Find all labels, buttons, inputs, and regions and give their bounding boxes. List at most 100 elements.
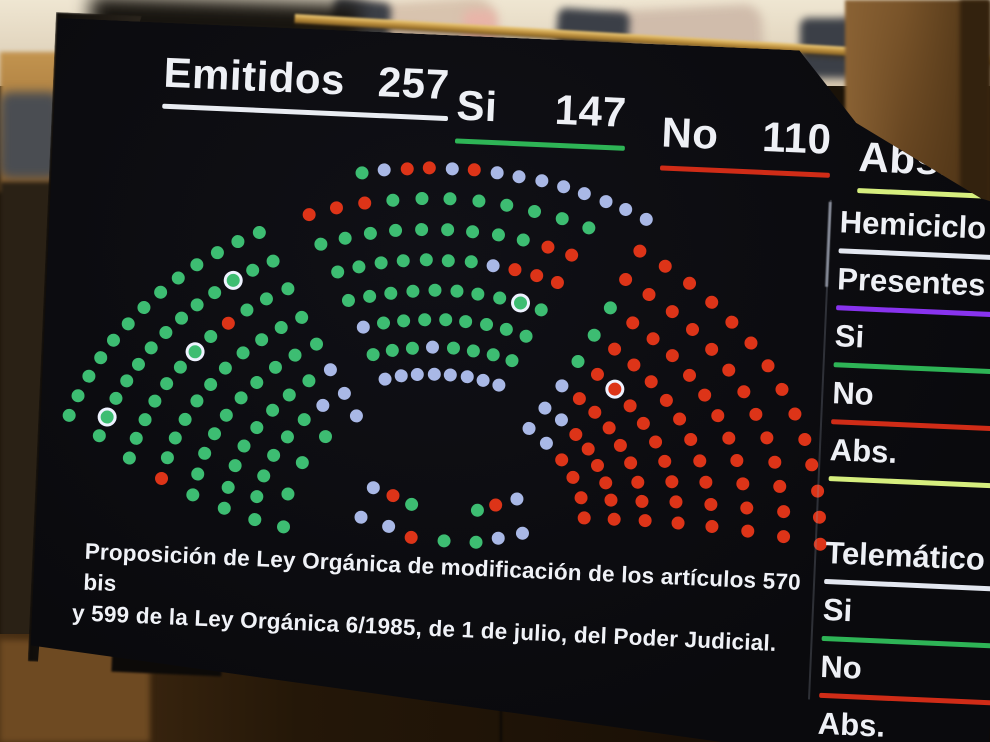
seat-dot bbox=[798, 432, 812, 446]
seat-dot bbox=[626, 316, 640, 330]
seat-dot bbox=[788, 407, 802, 421]
seat-dot bbox=[220, 409, 234, 423]
seat-dot bbox=[466, 225, 480, 239]
sidebar-row-si: Si1 bbox=[833, 316, 990, 382]
seat-dot bbox=[440, 223, 454, 237]
seat-dot bbox=[236, 346, 250, 360]
seat-dot bbox=[427, 367, 441, 381]
seat-dot bbox=[514, 297, 528, 311]
seat-dot bbox=[491, 228, 505, 242]
seat-dot bbox=[669, 495, 683, 509]
seat-dot bbox=[154, 286, 168, 300]
seat-dot bbox=[698, 388, 712, 402]
seat-dot bbox=[354, 510, 368, 524]
seat-dot bbox=[684, 433, 698, 447]
seat-dot bbox=[274, 321, 288, 335]
seat-dot bbox=[265, 403, 279, 417]
seat-dot bbox=[805, 458, 819, 472]
seat-dot bbox=[638, 514, 652, 528]
seat-dot bbox=[582, 221, 596, 235]
seat-dot bbox=[551, 276, 565, 290]
seat-dot bbox=[480, 318, 494, 332]
sidebar-title-telemático: Telemático bbox=[824, 533, 990, 599]
seat-dot bbox=[693, 454, 707, 468]
seat-dot bbox=[444, 368, 458, 382]
seat-dot bbox=[159, 326, 173, 340]
seat-dot bbox=[339, 231, 353, 245]
seat-dot bbox=[505, 354, 519, 368]
seat-dot bbox=[219, 361, 233, 375]
seat-dot bbox=[419, 253, 433, 267]
seat-dot bbox=[330, 201, 344, 215]
seat-dot bbox=[599, 476, 613, 490]
seat-dot bbox=[555, 212, 569, 226]
seat-dot bbox=[686, 323, 700, 337]
seat-dot bbox=[386, 193, 400, 207]
seat-dot bbox=[761, 359, 775, 373]
seat-dot bbox=[705, 520, 719, 534]
seat-dot bbox=[268, 361, 282, 375]
seat-dot bbox=[515, 526, 529, 540]
seat-dot bbox=[523, 422, 537, 436]
seat-dot bbox=[208, 285, 222, 299]
seat-dot bbox=[493, 291, 507, 305]
seat-dot bbox=[280, 430, 294, 444]
seat-dot bbox=[297, 413, 311, 427]
seat-dot bbox=[378, 372, 392, 386]
seat-dot bbox=[574, 491, 588, 505]
seat-dot bbox=[566, 471, 580, 485]
seat-dot bbox=[730, 454, 744, 468]
seat-dot bbox=[488, 498, 502, 512]
seat-dot bbox=[486, 259, 500, 273]
seat-dot bbox=[464, 255, 478, 269]
seat-dot bbox=[700, 476, 714, 490]
seat-dot bbox=[400, 162, 414, 176]
seat-dot bbox=[123, 451, 137, 465]
seat-dot bbox=[132, 358, 146, 372]
seat-dot bbox=[160, 451, 174, 465]
seat-dot bbox=[190, 394, 204, 408]
seat-dot bbox=[145, 341, 159, 355]
seat-dot bbox=[190, 258, 204, 272]
sidebar-title-hemiciclo: Hemiciclo bbox=[838, 202, 990, 268]
seat-dot bbox=[603, 301, 617, 315]
seat-dot bbox=[208, 427, 222, 441]
seat-dot bbox=[381, 519, 395, 533]
results-sidebar: HemicicloPresentes2Si1No1Abs.TelemáticoS… bbox=[816, 202, 990, 742]
seat-dot bbox=[138, 413, 152, 427]
seat-dot bbox=[204, 377, 218, 391]
seat-dot bbox=[711, 409, 725, 423]
seat-dot bbox=[608, 383, 622, 397]
seat-dot bbox=[227, 274, 241, 288]
seat-dot bbox=[415, 192, 429, 206]
seat-dot bbox=[426, 341, 440, 355]
seat-dot bbox=[665, 305, 679, 319]
seat-dot bbox=[72, 389, 86, 403]
voting-display-screen: Emitidos 257 Si 147 No 110 Abs. Proposic… bbox=[26, 18, 990, 742]
sidebar-row-si-label: Si bbox=[834, 318, 865, 355]
seat-dot bbox=[528, 205, 542, 219]
seat-dot bbox=[777, 530, 791, 544]
seat-dot bbox=[171, 271, 185, 285]
seat-dot bbox=[443, 192, 457, 206]
seat-dot bbox=[406, 341, 420, 355]
seat-dot bbox=[534, 303, 548, 317]
seat-dot bbox=[94, 351, 108, 365]
seat-dot bbox=[775, 383, 789, 397]
seat-dot bbox=[604, 494, 618, 508]
seat-dot bbox=[228, 459, 242, 473]
seat-dot bbox=[535, 174, 549, 188]
seat-dot bbox=[319, 429, 333, 443]
seat-dot bbox=[538, 401, 552, 415]
seat-dot bbox=[174, 312, 188, 326]
seat-dot bbox=[658, 455, 672, 469]
seat-dot bbox=[705, 342, 719, 356]
seat-dot bbox=[377, 317, 391, 331]
seat-dot bbox=[555, 453, 569, 467]
seat-dot bbox=[639, 212, 653, 226]
seat-dot bbox=[198, 447, 212, 461]
seat-dot bbox=[516, 233, 530, 247]
seat-dot bbox=[705, 295, 719, 309]
seat-dot bbox=[607, 512, 621, 526]
seat-dot bbox=[63, 408, 77, 422]
